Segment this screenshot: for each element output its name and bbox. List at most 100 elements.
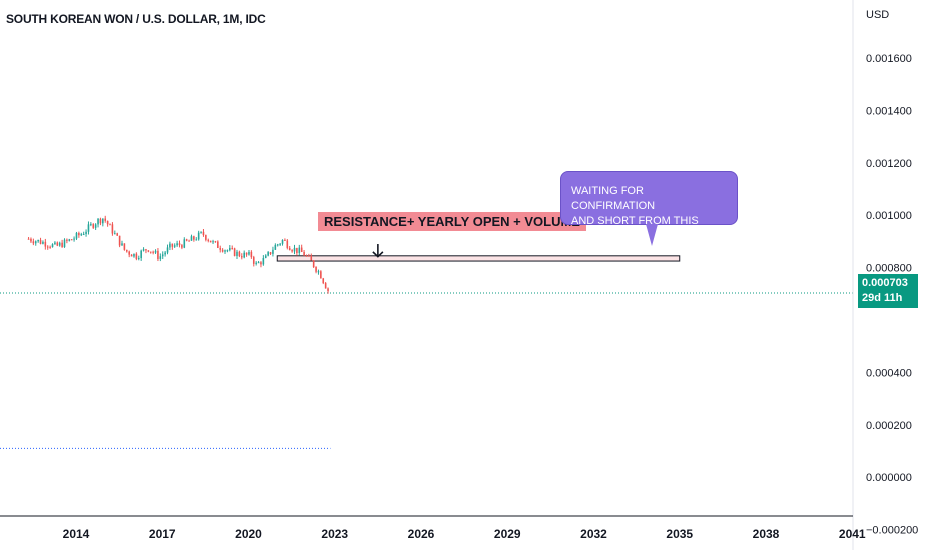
candle-body	[154, 250, 157, 253]
candle-body	[260, 262, 262, 265]
candle-body	[87, 224, 90, 232]
candle-body	[30, 238, 32, 242]
candle-body	[142, 249, 145, 251]
candle-body	[176, 243, 178, 246]
candle-body	[243, 252, 245, 258]
candle-body	[111, 224, 114, 234]
y-tick-label: 0.001000	[866, 210, 912, 222]
candle-body	[128, 251, 130, 255]
candle-body	[291, 250, 293, 252]
y-tick-label: 0.001200	[866, 158, 912, 170]
candle-body	[190, 236, 193, 241]
candle-body	[183, 239, 186, 248]
candle-body	[135, 253, 138, 259]
candle-body	[66, 239, 68, 241]
candle-body	[320, 271, 322, 279]
candle-body	[32, 241, 35, 244]
candle-body	[238, 251, 241, 257]
y-tick-label: 0.001600	[866, 53, 912, 65]
candle-body	[73, 238, 75, 240]
candle-body	[99, 218, 102, 224]
x-tick-label: 2023	[321, 527, 348, 541]
candle-body	[178, 243, 181, 246]
candle-body	[145, 249, 147, 251]
candle-body	[39, 239, 42, 244]
resistance-annotation[interactable]: RESISTANCE+ YEARLY OPEN + VOLUME	[318, 212, 586, 231]
bar-countdown: 29d 11h	[862, 292, 903, 304]
candle-body	[245, 252, 248, 255]
candle-body	[125, 249, 128, 252]
candle-body	[181, 245, 183, 248]
current-price-badge: 0.000703 29d 11h	[858, 274, 918, 308]
x-tick-label: 2026	[408, 527, 435, 541]
candle-body	[288, 247, 291, 251]
candle-body	[296, 247, 298, 253]
candle-body	[257, 262, 260, 264]
candle-body	[42, 241, 44, 244]
callout-bubble[interactable]: WAITING FOR CONFIRMATION AND SHORT FROM …	[560, 171, 738, 242]
y-tick-label: 0.000000	[866, 472, 912, 484]
y-tick-label: −0.000200	[866, 525, 918, 537]
candle-body	[262, 257, 265, 265]
x-tick-label: 2017	[149, 527, 176, 541]
resistance-zone-layer	[276, 244, 681, 262]
callout-tail	[646, 224, 658, 246]
candle-body	[130, 254, 133, 257]
candle-body	[27, 238, 30, 240]
candle-body	[106, 220, 109, 225]
candle-body	[276, 244, 279, 246]
candle-body	[68, 239, 71, 241]
candles-layer	[27, 215, 329, 294]
candle-body	[94, 224, 97, 228]
candle-body	[317, 271, 320, 273]
candle-body	[209, 240, 212, 243]
callout-line-1: WAITING FOR CONFIRMATION	[571, 185, 656, 212]
candle-body	[188, 240, 190, 242]
candle-body	[49, 246, 51, 248]
candle-body	[102, 218, 104, 224]
resistance-zone-box	[276, 255, 681, 262]
candle-body	[300, 247, 303, 252]
down-arrow-head-icon	[372, 251, 384, 258]
candle-body	[322, 278, 325, 284]
candle-body	[200, 231, 202, 233]
candle-body	[233, 248, 236, 256]
y-tick-label: 0.000200	[866, 420, 912, 432]
candle-body	[46, 246, 49, 248]
x-tick-label: 2029	[494, 527, 521, 541]
candle-body	[70, 239, 73, 241]
candle-body	[137, 258, 140, 260]
candle-body	[157, 250, 159, 259]
candle-body	[298, 247, 301, 253]
x-tick-label: 2014	[63, 527, 90, 541]
candle-body	[248, 251, 250, 255]
currency-label: USD	[866, 9, 890, 21]
candle-body	[118, 235, 121, 246]
candle-body	[310, 255, 313, 261]
candle-body	[147, 250, 150, 252]
candle-body	[169, 243, 171, 248]
candle-body	[212, 241, 214, 243]
candle-body	[185, 239, 188, 241]
candle-body	[205, 235, 207, 240]
candle-body	[315, 266, 317, 272]
candle-body	[305, 255, 308, 257]
chart-title: SOUTH KOREAN WON / U.S. DOLLAR, 1M, IDC	[6, 12, 266, 26]
candle-body	[109, 224, 111, 226]
candle-body	[152, 251, 154, 253]
candle-body	[236, 251, 238, 256]
candle-body	[214, 241, 217, 243]
x-tick-label: 2038	[753, 527, 780, 541]
candle-body	[80, 234, 83, 236]
candle-body	[272, 249, 274, 254]
candle-body	[303, 251, 305, 256]
candle-body	[279, 243, 281, 245]
candle-body	[219, 247, 222, 250]
candle-body	[123, 243, 126, 250]
candle-body	[121, 243, 123, 246]
candle-body	[161, 254, 164, 257]
candle-body	[75, 232, 78, 239]
candle-body	[92, 224, 95, 228]
y-tick-label: 0.000800	[866, 263, 912, 275]
